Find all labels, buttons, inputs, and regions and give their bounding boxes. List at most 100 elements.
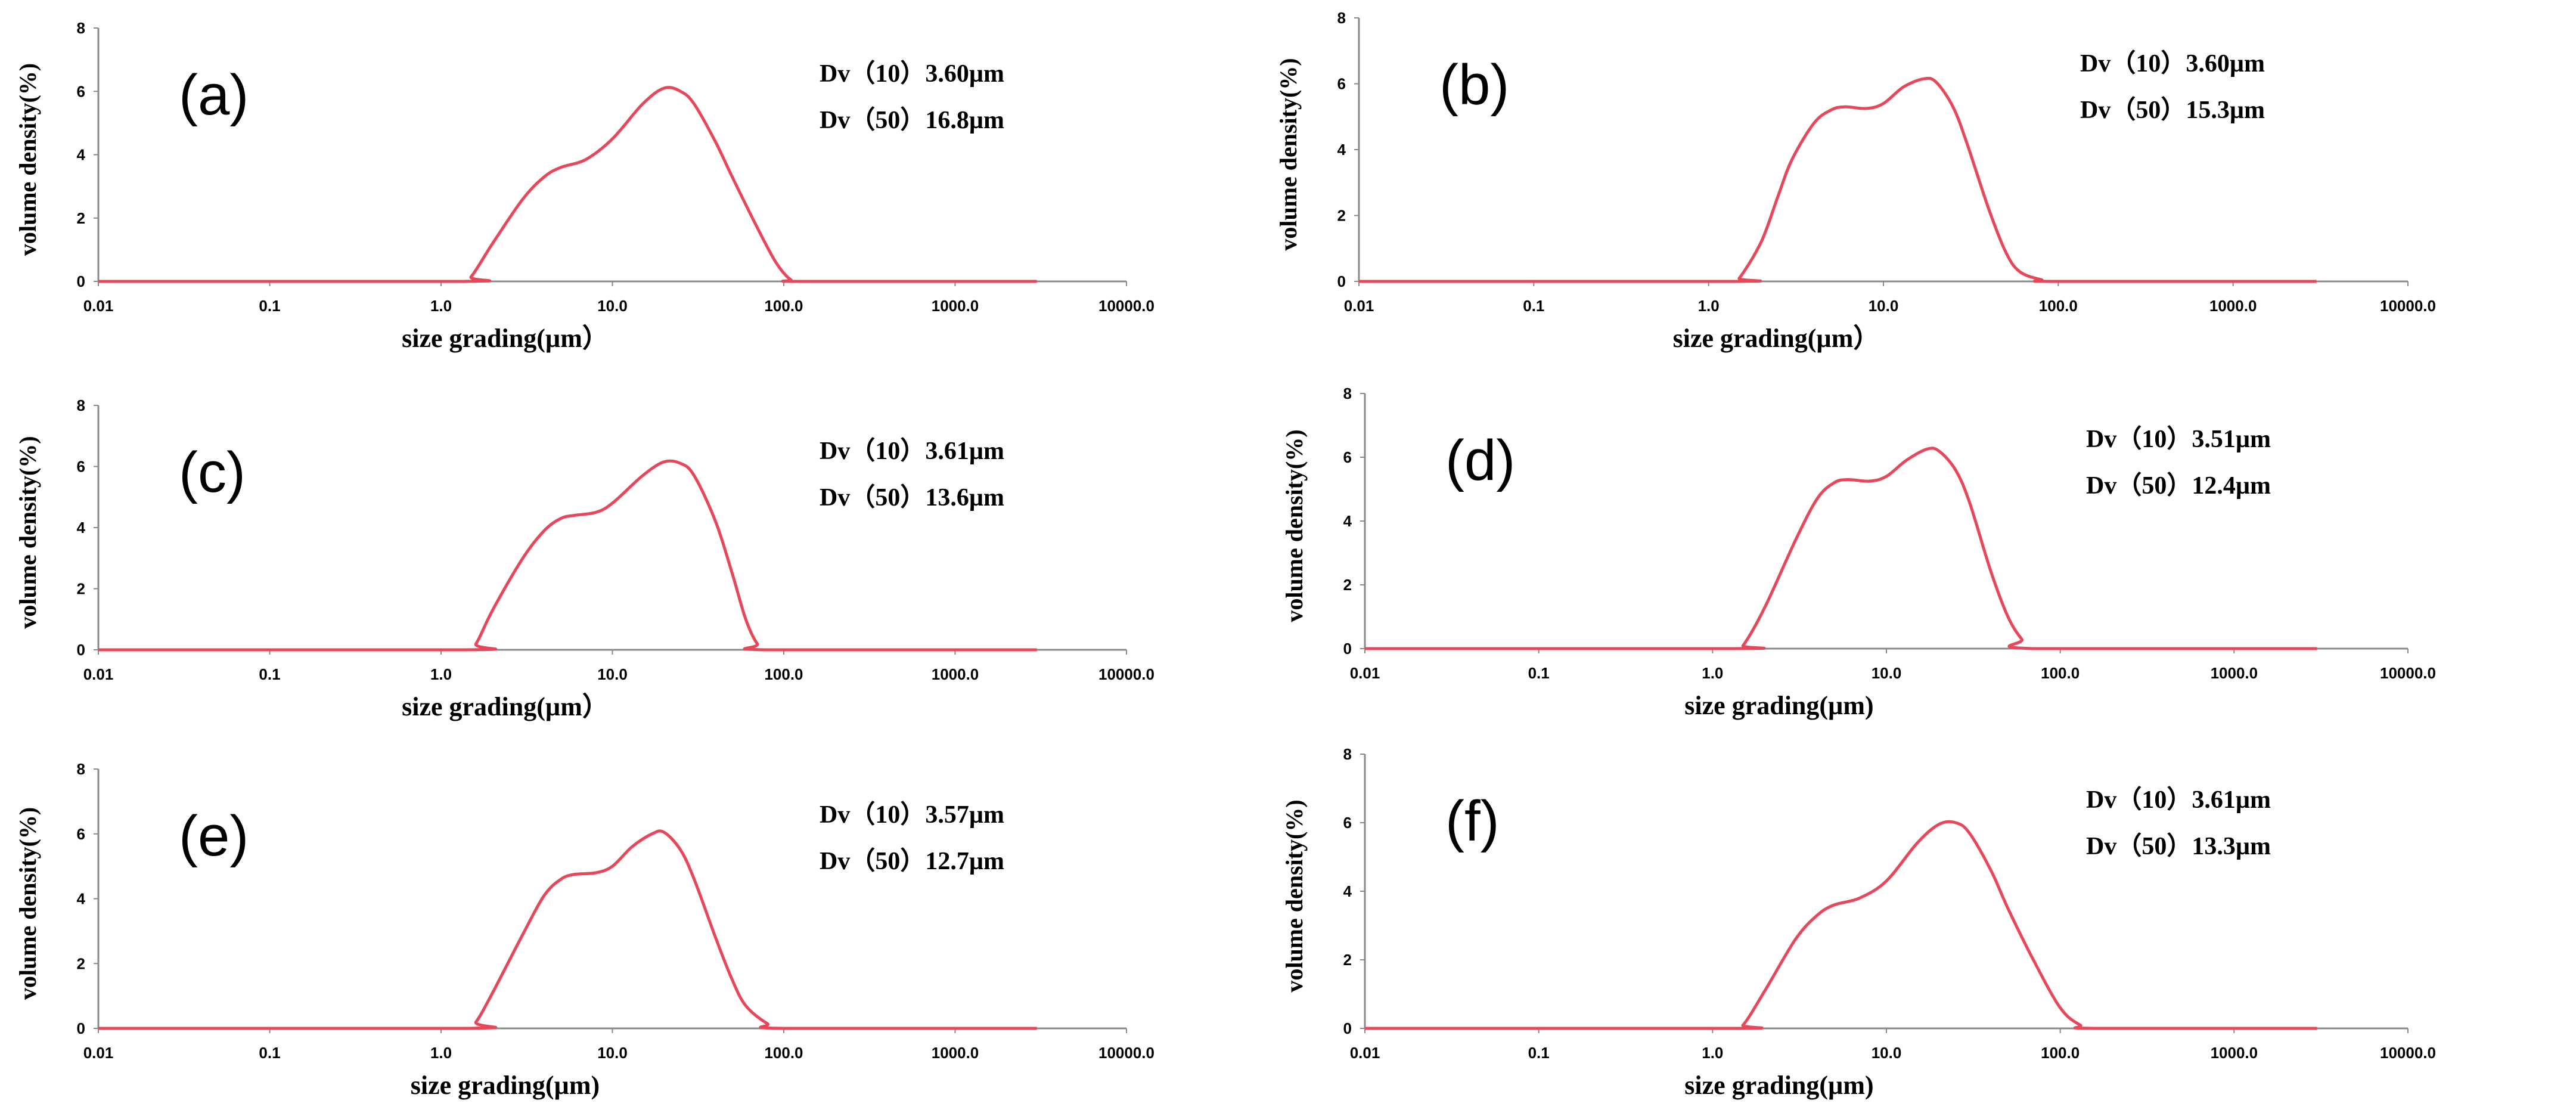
y-tick-label: 8 — [77, 396, 85, 414]
x-tick-label: 10000.0 — [2380, 1044, 2436, 1062]
x-tick-label: 0.1 — [1528, 664, 1550, 682]
x-tick-label: 0.01 — [83, 1044, 114, 1062]
x-axis-label: size grading(µm） — [1673, 324, 1880, 353]
series-line-0 — [98, 86, 1037, 283]
x-axis-label: size grading(µm） — [402, 324, 609, 353]
y-tick-label: 0 — [1343, 1019, 1352, 1037]
x-tick-label: 10.0 — [597, 1044, 628, 1062]
x-tick-label: 100.0 — [2039, 297, 2078, 315]
x-tick-label: 0.1 — [259, 665, 280, 683]
series-line-0 — [98, 459, 1037, 652]
y-tick-label: 6 — [1343, 814, 1352, 832]
y-tick-label: 4 — [1343, 882, 1352, 900]
chart-panel-3: 0 2 4 6 8 0.01 0.1 1.0 10.0 100.0 1000.0 10000.0 siz… — [1281, 385, 2436, 720]
x-tick-label: 0.1 — [259, 297, 280, 315]
y-tick-label: 2 — [1343, 576, 1352, 594]
y-tick-label: 2 — [77, 209, 85, 227]
panel-label: (f) — [1445, 789, 1500, 853]
x-tick-label: 1000.0 — [932, 1044, 979, 1062]
x-tick-label: 1.0 — [430, 1044, 452, 1062]
y-tick-label: 6 — [1343, 448, 1352, 466]
series-line-0 — [1359, 76, 2317, 283]
y-axis-label: volume density(%) — [1281, 799, 1308, 992]
panel-label: (e) — [179, 804, 249, 868]
y-tick-label: 0 — [77, 272, 85, 290]
y-axis-label: volume density(%) — [14, 63, 41, 256]
panel-label: (d) — [1445, 429, 1515, 492]
y-tick-label: 2 — [77, 580, 85, 598]
x-tick-label: 100.0 — [764, 665, 803, 683]
series-line-0 — [1365, 447, 2317, 650]
x-tick-label: 0.1 — [1523, 297, 1544, 315]
x-tick-label: 0.01 — [1344, 297, 1374, 315]
x-tick-label: 0.01 — [1350, 1044, 1380, 1062]
x-tick-label: 0.1 — [259, 1044, 280, 1062]
series-line-0 — [98, 829, 1037, 1030]
annotation-0: Dv（10）3.61µm — [820, 437, 1004, 465]
x-tick-label: 1000.0 — [2209, 297, 2257, 315]
panel-label: (b) — [1439, 53, 1509, 117]
y-tick-label: 2 — [1343, 951, 1352, 969]
y-tick-label: 0 — [1337, 272, 1346, 290]
annotation-1: Dv（50）12.4µm — [2086, 472, 2271, 500]
x-tick-label: 10.0 — [597, 297, 628, 315]
x-axis-label: size grading(µm) — [1684, 1071, 1873, 1100]
x-tick-label: 1000.0 — [2211, 1044, 2258, 1062]
chart-panel-4: 0 2 4 6 8 0.01 0.1 1.0 10.0 100.0 1000.0 10000.0 siz… — [14, 760, 1154, 1100]
annotation-1: Dv（50）13.6µm — [820, 483, 1004, 512]
y-axis-label: volume density(%) — [1275, 58, 1302, 250]
y-tick-label: 8 — [1343, 385, 1352, 402]
x-tick-label: 100.0 — [764, 1044, 803, 1062]
y-tick-label: 0 — [77, 641, 85, 659]
x-tick-label: 1.0 — [430, 297, 452, 315]
panel-label: (a) — [179, 63, 249, 127]
x-tick-label: 10.0 — [1869, 297, 1899, 315]
x-tick-label: 1.0 — [1702, 664, 1723, 682]
panel-label: (c) — [179, 441, 246, 504]
annotation-1: Dv（50）13.3µm — [2086, 832, 2271, 860]
y-axis-label: volume density(%) — [14, 807, 41, 1000]
y-axis-label: volume density(%) — [14, 436, 41, 628]
y-axis-label: volume density(%) — [1281, 429, 1308, 622]
y-tick-label: 0 — [77, 1019, 85, 1037]
annotation-0: Dv（10）3.60µm — [820, 60, 1004, 88]
x-tick-label: 0.1 — [1528, 1044, 1550, 1062]
y-tick-label: 8 — [1343, 745, 1352, 763]
y-tick-label: 4 — [1337, 141, 1346, 159]
annotation-0: Dv（10）3.51µm — [2086, 425, 2271, 453]
x-axis-label: size grading(µm) — [1684, 691, 1873, 720]
y-tick-label: 2 — [77, 954, 85, 972]
x-axis-label: size grading(µm） — [402, 692, 609, 721]
x-tick-label: 100.0 — [2041, 1044, 2080, 1062]
y-tick-label: 2 — [1337, 207, 1346, 225]
x-tick-label: 100.0 — [764, 297, 803, 315]
y-tick-label: 8 — [1337, 9, 1346, 27]
annotation-0: Dv（10）3.60µm — [2080, 49, 2265, 78]
y-tick-label: 6 — [77, 458, 85, 476]
x-tick-label: 1.0 — [430, 665, 452, 683]
chart-panel-0: 0 2 4 6 8 0.01 0.1 1.0 10.0 100.0 1000.0 10000.0 siz… — [14, 19, 1154, 353]
annotation-0: Dv（10）3.61µm — [2086, 786, 2271, 814]
y-tick-label: 4 — [77, 146, 86, 164]
annotation-0: Dv（10）3.57µm — [820, 801, 1004, 829]
chart-panel-1: 0 2 4 6 8 0.01 0.1 1.0 10.0 100.0 1000.0 10000.0 siz… — [1275, 9, 2436, 353]
x-tick-label: 1000.0 — [932, 297, 979, 315]
x-tick-label: 1.0 — [1702, 1044, 1723, 1062]
series-line-0 — [1365, 820, 2317, 1030]
chart-panel-5: 0 2 4 6 8 0.01 0.1 1.0 10.0 100.0 1000.0 10000.0 siz… — [1281, 745, 2436, 1100]
y-tick-label: 8 — [77, 19, 85, 37]
y-tick-label: 4 — [1343, 512, 1352, 530]
x-tick-label: 10000.0 — [2380, 664, 2436, 682]
y-tick-label: 0 — [1343, 640, 1352, 658]
x-tick-label: 10.0 — [1872, 664, 1902, 682]
x-tick-label: 1000.0 — [2211, 664, 2258, 682]
x-tick-label: 10000.0 — [1098, 297, 1154, 315]
x-tick-label: 1.0 — [1698, 297, 1720, 315]
x-tick-label: 10000.0 — [1098, 665, 1154, 683]
y-tick-label: 4 — [77, 890, 86, 908]
x-tick-label: 10.0 — [597, 665, 628, 683]
x-tick-label: 10.0 — [1872, 1044, 1902, 1062]
y-tick-label: 6 — [77, 82, 85, 100]
y-tick-label: 4 — [77, 519, 86, 537]
